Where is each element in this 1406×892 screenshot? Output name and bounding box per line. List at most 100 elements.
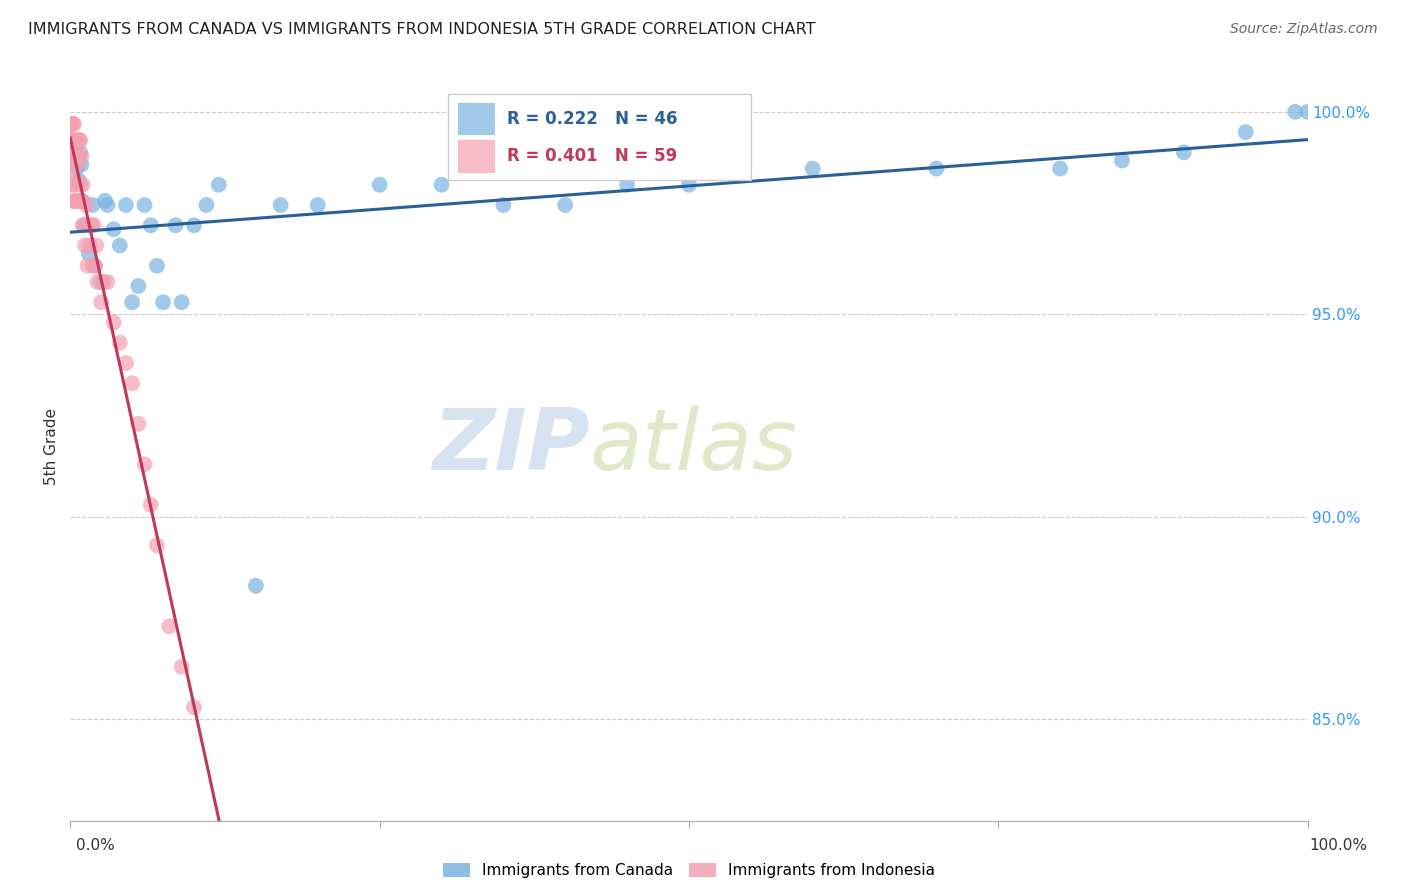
Point — [492, 198, 515, 212]
Text: Source: ZipAtlas.com: Source: ZipAtlas.com — [1230, 22, 1378, 37]
Point — [90, 275, 112, 289]
Point — [67, 133, 90, 147]
Point — [270, 198, 292, 212]
Point — [77, 246, 100, 260]
Point — [103, 316, 125, 330]
Point — [59, 133, 82, 147]
Point — [67, 194, 90, 208]
Point — [146, 538, 169, 552]
Point — [170, 659, 193, 673]
Point — [63, 149, 86, 163]
Point — [108, 335, 131, 350]
Point — [73, 219, 96, 233]
Point — [96, 198, 118, 212]
Point — [80, 219, 103, 233]
Point — [66, 157, 89, 171]
Point — [801, 161, 824, 176]
Point — [79, 238, 101, 252]
Point — [1296, 104, 1319, 119]
Legend: Immigrants from Canada, Immigrants from Indonesia: Immigrants from Canada, Immigrants from … — [436, 856, 942, 884]
Point — [70, 149, 93, 163]
Point — [65, 149, 87, 163]
Point — [84, 238, 107, 252]
Point — [925, 161, 948, 176]
Point — [152, 295, 174, 310]
Y-axis label: 5th Grade: 5th Grade — [44, 408, 59, 484]
Point — [62, 117, 84, 131]
Point — [82, 198, 104, 212]
Point — [90, 295, 112, 310]
Point — [63, 117, 86, 131]
Point — [75, 198, 97, 212]
Point — [65, 161, 87, 176]
Point — [134, 457, 156, 471]
Point — [60, 117, 83, 131]
Point — [65, 133, 87, 147]
FancyBboxPatch shape — [447, 94, 751, 180]
Point — [72, 194, 94, 208]
Point — [134, 198, 156, 212]
Point — [1111, 153, 1133, 168]
Point — [115, 356, 138, 370]
Text: 100.0%: 100.0% — [1309, 838, 1368, 853]
Text: R = 0.222   N = 46: R = 0.222 N = 46 — [508, 110, 678, 128]
Point — [245, 579, 267, 593]
Text: IMMIGRANTS FROM CANADA VS IMMIGRANTS FROM INDONESIA 5TH GRADE CORRELATION CHART: IMMIGRANTS FROM CANADA VS IMMIGRANTS FRO… — [28, 22, 815, 37]
Point — [72, 178, 94, 192]
Point — [66, 133, 89, 147]
Point — [69, 145, 91, 160]
Point — [121, 295, 143, 310]
Point — [69, 178, 91, 192]
Point — [678, 178, 700, 192]
Point — [93, 275, 115, 289]
Point — [115, 198, 138, 212]
Point — [139, 219, 162, 233]
Point — [75, 219, 97, 233]
Point — [554, 198, 576, 212]
Point — [430, 178, 453, 192]
Point — [108, 238, 131, 252]
Point — [62, 194, 84, 208]
Point — [67, 149, 90, 163]
Point — [62, 166, 84, 180]
Point — [139, 498, 162, 512]
Point — [146, 259, 169, 273]
Point — [60, 178, 83, 192]
Point — [63, 178, 86, 192]
Point — [63, 153, 86, 168]
Point — [65, 149, 87, 163]
Point — [70, 194, 93, 208]
Text: atlas: atlas — [591, 404, 799, 488]
Point — [83, 219, 105, 233]
Point — [62, 137, 84, 152]
Point — [60, 149, 83, 163]
Point — [170, 295, 193, 310]
Point — [60, 133, 83, 147]
Point — [1173, 145, 1195, 160]
Point — [70, 157, 93, 171]
Point — [62, 133, 84, 147]
Text: ZIP: ZIP — [432, 404, 591, 488]
Point — [127, 279, 149, 293]
Point — [86, 275, 108, 289]
Point — [65, 133, 87, 147]
Point — [65, 194, 87, 208]
Point — [183, 700, 205, 714]
Point — [84, 259, 107, 273]
Point — [1284, 104, 1306, 119]
Point — [616, 178, 638, 192]
Point — [67, 174, 90, 188]
Point — [157, 619, 180, 633]
Point — [307, 198, 329, 212]
Point — [76, 259, 98, 273]
Point — [94, 194, 117, 208]
Point — [82, 259, 104, 273]
FancyBboxPatch shape — [457, 140, 495, 172]
Point — [195, 198, 218, 212]
Point — [63, 133, 86, 147]
Point — [183, 219, 205, 233]
Point — [208, 822, 231, 836]
Text: 0.0%: 0.0% — [76, 838, 115, 853]
Point — [62, 149, 84, 163]
Point — [103, 222, 125, 236]
